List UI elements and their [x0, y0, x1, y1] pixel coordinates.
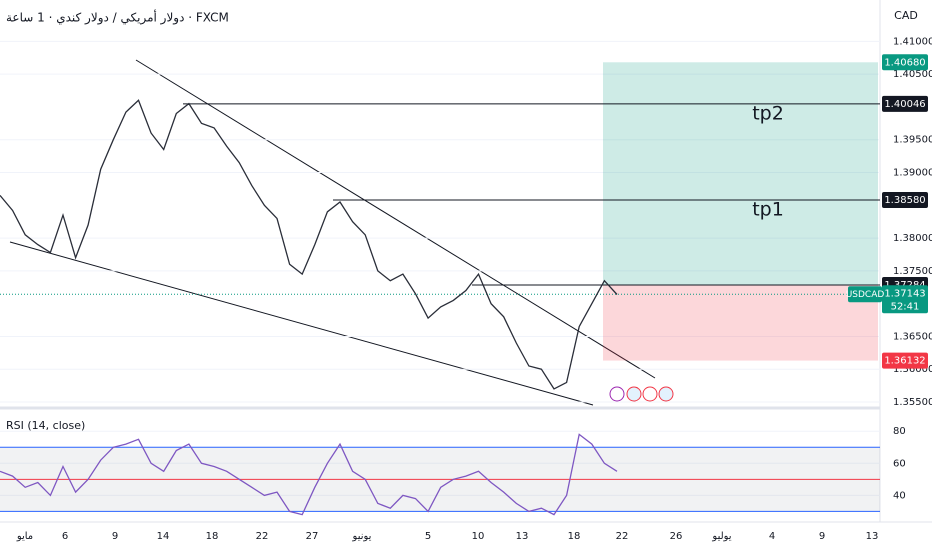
- trend-line: [135, 59, 656, 379]
- current-price: 1.37143: [884, 288, 925, 299]
- stop-zone: [603, 285, 878, 361]
- y-tick-label: 60: [893, 458, 906, 469]
- target-zone: [603, 62, 878, 286]
- y-tick-label: 40: [893, 490, 906, 501]
- x-tick-label: 13: [866, 531, 879, 542]
- x-tick-label: مايو: [16, 531, 33, 542]
- x-tick-label: 27: [306, 531, 319, 542]
- x-tick-label: 13: [516, 531, 529, 542]
- x-tick-label: 18: [206, 531, 219, 542]
- x-tick-label: 10: [472, 531, 485, 542]
- x-tick-label: 26: [670, 531, 683, 542]
- x-tick-label: يوليو: [711, 531, 731, 542]
- event-icon[interactable]: [658, 386, 674, 402]
- rsi-title: RSI (14, close): [6, 419, 85, 432]
- price-label-bg: [882, 54, 928, 71]
- x-tick-label: 4: [769, 531, 775, 542]
- x-tick-label: يونيو: [352, 531, 372, 542]
- y-tick-label: 1.39000: [893, 167, 932, 178]
- event-icon[interactable]: [642, 386, 658, 402]
- plot: tp2 tp1: [0, 40, 880, 516]
- y-tick-label: 1.39500: [893, 135, 932, 146]
- y-tick-label: 1.41000: [893, 36, 932, 47]
- y-tick-label: 1.37500: [893, 266, 932, 277]
- rsi-line: [0, 433, 618, 516]
- currency[interactable]: CAD: [894, 9, 918, 22]
- price-label: 1.38580: [884, 195, 925, 206]
- y-tick-label: 80: [893, 426, 906, 437]
- symbol-title: دولار أمريكي / دولار كندي · 1 ساعة · FXC…: [6, 10, 229, 26]
- x-tick-label: 14: [157, 531, 170, 542]
- current-price-bg: [882, 285, 928, 314]
- target-label: tp1: [752, 199, 784, 221]
- x-tick-label: 22: [616, 531, 629, 542]
- event-icon[interactable]: [609, 386, 625, 402]
- x-tick-label: 22: [256, 531, 269, 542]
- x-tick-label: 18: [568, 531, 581, 542]
- x-tick-label: 6: [62, 531, 68, 542]
- price-line: [0, 99, 618, 390]
- price-label: 1.40680: [884, 57, 925, 68]
- countdown: 52:41: [891, 301, 920, 312]
- y-tick-label: 1.40500: [893, 69, 932, 80]
- events: [609, 386, 674, 402]
- event-icon[interactable]: [626, 386, 642, 402]
- x-tick-label: 5: [425, 531, 431, 542]
- drawings: [9, 59, 656, 406]
- symbol-label-bg: [848, 286, 882, 303]
- x-tick-label: 9: [819, 531, 825, 542]
- symbol-label: USDCAD: [846, 290, 885, 300]
- price-label-bg: [882, 95, 928, 112]
- price-label-bg: [882, 352, 928, 369]
- price-label-bg: [882, 192, 928, 209]
- trend-line: [9, 241, 594, 406]
- y-tick-label: 1.36000: [893, 364, 932, 375]
- y-tick-label: 1.35500: [893, 397, 932, 408]
- y-tick-label: 1.38000: [893, 233, 932, 244]
- price-label: 1.36132: [884, 356, 925, 367]
- x-tick-label: 9: [112, 531, 118, 542]
- target-label: tp2: [752, 102, 784, 124]
- y-tick-label: 1.36500: [893, 331, 932, 342]
- price-label: 1.40046: [884, 99, 925, 110]
